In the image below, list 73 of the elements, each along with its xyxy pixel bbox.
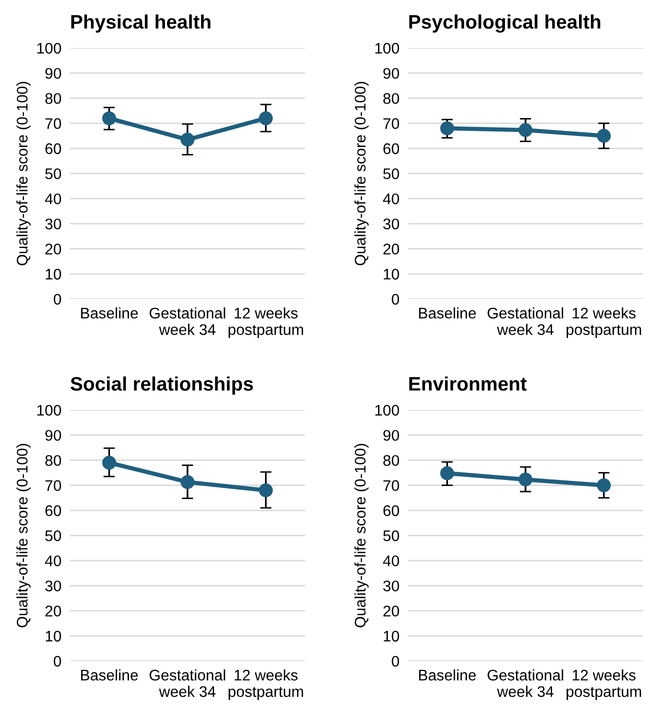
y-tick-label: 0 <box>54 656 62 667</box>
y-tick-label: 70 <box>45 118 62 129</box>
x-tick-label: 12 weeks postpartum <box>228 669 304 700</box>
y-tick-label: 70 <box>45 480 62 491</box>
y-tick-label: 80 <box>45 455 62 466</box>
point <box>258 483 273 498</box>
x-tick-label: Baseline <box>419 307 476 319</box>
y-tick-label: 40 <box>383 193 400 204</box>
y-tick-label: 70 <box>383 118 400 129</box>
y-axis-title: Quality-of-life score (0-100) <box>16 82 31 266</box>
y-tick-label: 30 <box>45 218 62 230</box>
y-tick-label: 100 <box>37 42 62 54</box>
x-tick-label: Gestational week 34 <box>150 307 226 336</box>
y-tick-label: 50 <box>45 530 62 542</box>
point <box>102 456 116 470</box>
y-axis-title: Quality-of-life score (0-100) <box>16 444 31 628</box>
x-tick-label: 12 weeks postpartum <box>566 669 642 700</box>
x-tick-label: 12 weeks postpartum <box>566 307 642 338</box>
point <box>440 121 454 136</box>
point <box>440 466 454 480</box>
y-tick-label: 80 <box>383 93 400 104</box>
y-tick-label: 40 <box>45 555 62 566</box>
y-tick-label: 100 <box>375 42 400 54</box>
chart-title: Social relationships <box>70 376 253 395</box>
y-tick-label: 70 <box>383 480 400 491</box>
y-tick-label: 0 <box>392 294 400 305</box>
y-tick-label: 40 <box>383 555 400 566</box>
y-tick-label: 60 <box>383 505 400 516</box>
y-tick-label: 100 <box>375 404 400 416</box>
y-tick-label: 60 <box>45 505 62 516</box>
y-tick-label: 20 <box>45 244 62 254</box>
x-tick-label: Baseline <box>419 669 476 681</box>
y-tick-label: 20 <box>45 606 62 616</box>
x-tick-label: Baseline <box>81 307 138 319</box>
point <box>518 472 532 486</box>
y-tick-label: 20 <box>383 244 400 254</box>
x-tick-label: Gestational week 34 <box>150 669 226 698</box>
y-tick-label: 80 <box>45 93 62 104</box>
y-tick-label: 50 <box>383 530 400 542</box>
y-tick-label: 0 <box>54 294 62 305</box>
y-tick-label: 30 <box>383 218 400 230</box>
point <box>596 478 611 492</box>
point <box>518 123 532 138</box>
y-tick-label: 10 <box>46 630 62 642</box>
y-tick-label: 60 <box>45 143 62 154</box>
y-tick-label: 30 <box>383 580 400 592</box>
y-tick-label: 40 <box>45 193 62 204</box>
y-tick-label: 90 <box>45 430 62 441</box>
x-tick-label: Gestational week 34 <box>488 307 564 336</box>
y-tick-label: 20 <box>383 606 400 616</box>
y-tick-label: 50 <box>383 168 400 180</box>
y-tick-label: 10 <box>384 630 400 642</box>
x-tick-label: Gestational week 34 <box>488 669 564 698</box>
y-axis-title: Quality-of-life score (0-100) <box>354 444 369 628</box>
y-tick-label: 90 <box>383 68 400 79</box>
x-tick-label: 12 weeks postpartum <box>228 307 304 338</box>
y-tick-label: 90 <box>383 430 400 441</box>
chart-title: Psychological health <box>409 14 600 33</box>
y-tick-label: 90 <box>45 68 62 79</box>
chart-title: Environment <box>409 376 527 391</box>
y-tick-label: 10 <box>46 268 62 280</box>
y-axis-title: Quality-of-life score (0-100) <box>354 82 369 266</box>
y-tick-label: 100 <box>37 404 62 416</box>
x-tick-label: Baseline <box>81 669 138 681</box>
point <box>180 475 194 489</box>
y-tick-label: 80 <box>383 455 400 466</box>
y-tick-label: 50 <box>45 168 62 180</box>
y-tick-label: 10 <box>384 268 400 280</box>
y-tick-label: 0 <box>392 656 400 667</box>
point <box>596 128 611 143</box>
y-tick-label: 60 <box>383 143 400 154</box>
chart-title: Physical health <box>71 14 210 33</box>
y-tick-label: 30 <box>45 580 62 592</box>
